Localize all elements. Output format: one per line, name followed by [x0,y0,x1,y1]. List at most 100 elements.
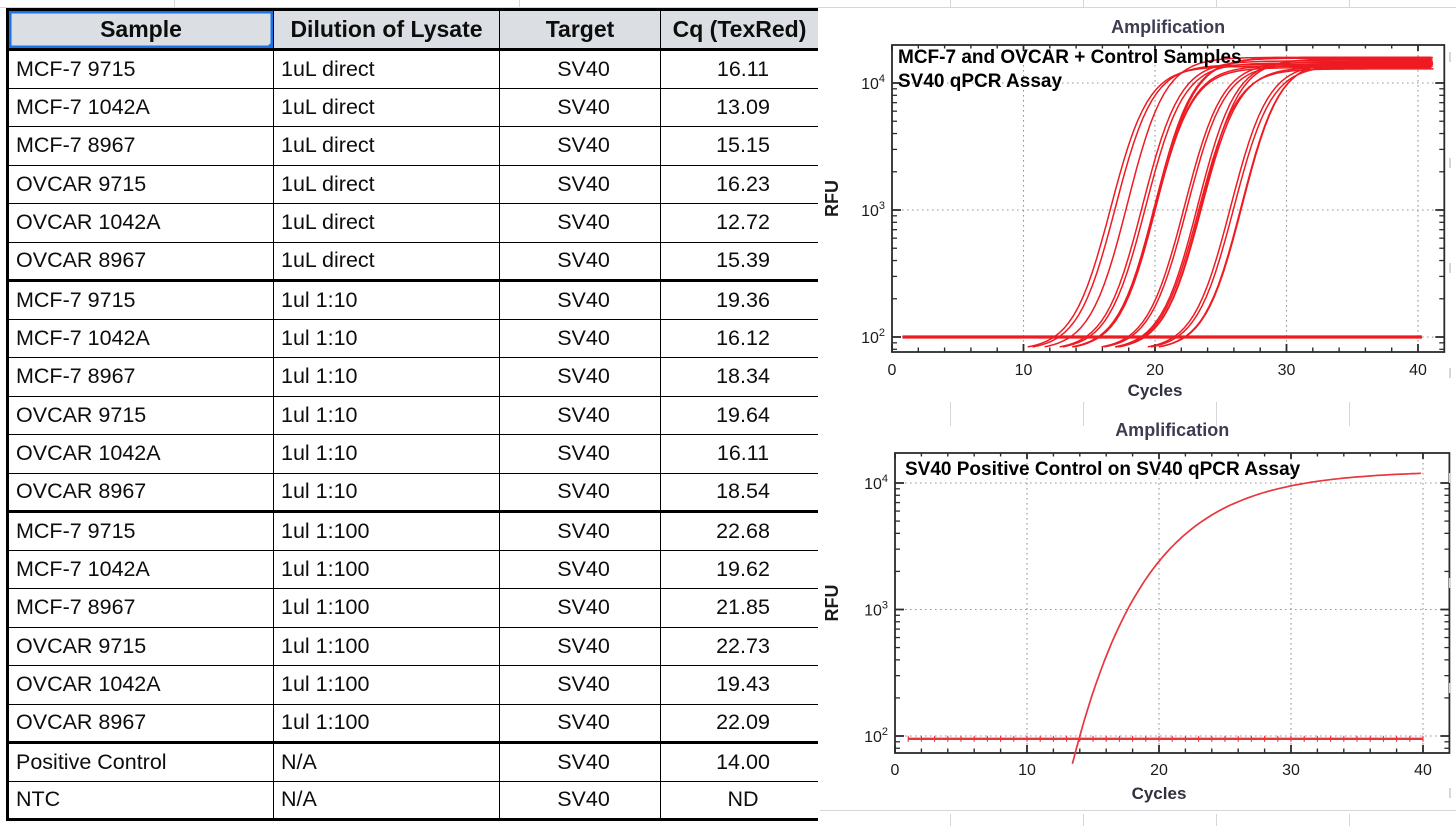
table-cell[interactable]: SV40 [499,703,661,744]
table-row: NTC N/A SV40 ND [7,780,820,820]
table-cell[interactable]: SV40 [499,87,661,127]
amplification-curve [1114,58,1433,348]
table-cell[interactable]: SV40 [499,588,661,628]
table-cell[interactable]: OVCAR 9715 [7,395,274,435]
table-cell[interactable]: SV40 [499,780,661,820]
table-cell[interactable]: 19.64 [660,395,820,435]
table-cell[interactable]: SV40 [499,49,661,89]
table-cell[interactable]: MCF-7 1042A [7,549,274,589]
table-cell[interactable]: 1ul 1:100 [273,703,500,744]
table-cell[interactable]: MCF-7 9715 [7,280,274,320]
amplification-curve [1062,62,1431,348]
table-cell[interactable]: 1ul 1:10 [273,357,500,397]
table-cell[interactable]: 16.11 [660,49,820,89]
column-header-sample[interactable]: Sample [7,9,274,51]
table-cell[interactable]: 22.09 [660,703,820,744]
table-cell[interactable]: 14.00 [660,742,820,782]
table-cell[interactable]: 1uL direct [273,87,500,127]
table-cell[interactable]: 18.34 [660,357,820,397]
selection-fill-handle[interactable] [267,43,273,47]
column-header-target[interactable]: Target [499,9,661,51]
table-cell[interactable]: SV40 [499,280,661,320]
amplification-curve [1115,68,1434,348]
table-cell[interactable]: 22.68 [660,511,820,551]
column-header-cq-texred[interactable]: Cq (TexRed) [660,9,820,51]
table-cell[interactable]: SV40 [499,395,661,435]
x-tick-label: 0 [888,362,897,379]
table-cell[interactable]: 1uL direct [273,49,500,89]
column-header-dilution-of-lysate[interactable]: Dilution of Lysate [273,9,500,51]
chart-annotation: SV40 Positive Control on SV40 qPCR Assay [905,459,1301,480]
table-cell[interactable]: 16.12 [660,318,820,358]
table-row: OVCAR 1042A 1ul 1:10 SV40 16.11 [7,434,820,474]
table-cell[interactable]: 15.39 [660,241,820,282]
table-cell[interactable]: OVCAR 1042A [7,665,274,705]
table-cell[interactable]: 15.15 [660,126,820,166]
table-cell[interactable]: 1uL direct [273,241,500,282]
table-cell[interactable]: N/A [273,742,500,782]
table-cell[interactable]: SV40 [499,126,661,166]
table-cell[interactable]: 1ul 1:10 [273,472,500,513]
table-cell[interactable]: SV40 [499,742,661,782]
table-row: OVCAR 1042A 1ul 1:100 SV40 19.43 [7,665,820,705]
x-tick-label: 10 [1015,362,1033,379]
table-cell[interactable]: 16.23 [660,164,820,204]
table-cell[interactable]: 1ul 1:10 [273,395,500,435]
table-cell[interactable]: MCF-7 8967 [7,588,274,628]
table-cell[interactable]: 1ul 1:100 [273,511,500,551]
table-cell[interactable]: 16.11 [660,434,820,474]
amplification-curve [1118,66,1432,348]
table-cell[interactable]: OVCAR 8967 [7,472,274,513]
table-cell[interactable]: OVCAR 1042A [7,434,274,474]
table-cell[interactable]: ND [660,780,820,820]
table-cell[interactable]: 1ul 1:100 [273,549,500,589]
sheet-gridline [1216,0,1217,8]
table-cell[interactable]: OVCAR 9715 [7,164,274,204]
table-cell[interactable]: SV40 [499,357,661,397]
table-cell[interactable]: SV40 [499,511,661,551]
table-body: MCF-7 9715 1uL direct SV40 16.11 MCF-7 1042A… [7,49,820,820]
table-cell[interactable]: OVCAR 9715 [7,626,274,666]
table-cell[interactable]: SV40 [499,318,661,358]
table-cell[interactable]: SV40 [499,665,661,705]
table-cell[interactable]: 1ul 1:10 [273,280,500,320]
table-cell[interactable]: 1uL direct [273,164,500,204]
table-cell[interactable]: 1uL direct [273,203,500,243]
table-cell[interactable]: SV40 [499,241,661,282]
table-cell[interactable]: MCF-7 8967 [7,126,274,166]
table-cell[interactable]: 1ul 1:100 [273,626,500,666]
table-cell[interactable]: SV40 [499,549,661,589]
table-cell[interactable]: 1uL direct [273,126,500,166]
table-cell[interactable]: 13.09 [660,87,820,127]
table-cell[interactable]: NTC [7,780,274,820]
table-cell[interactable]: MCF-7 9715 [7,511,274,551]
table-cell[interactable]: MCF-7 8967 [7,357,274,397]
table-cell[interactable]: 19.36 [660,280,820,320]
table-cell[interactable]: 12.72 [660,203,820,243]
table-cell[interactable]: 1ul 1:100 [273,588,500,628]
table-cell[interactable]: SV40 [499,203,661,243]
table-cell[interactable]: 1ul 1:100 [273,665,500,705]
table-cell[interactable]: 21.85 [660,588,820,628]
amplification-chart-positive-control: Amplification SV40 Positive Control on SV… [818,408,1456,826]
table-cell[interactable]: 1ul 1:10 [273,434,500,474]
table-cell[interactable]: OVCAR 1042A [7,203,274,243]
table-row: MCF-7 9715 1uL direct SV40 16.11 [7,49,820,89]
table-cell[interactable]: 1ul 1:10 [273,318,500,358]
table-cell[interactable]: SV40 [499,164,661,204]
table-cell[interactable]: SV40 [499,626,661,666]
table-cell[interactable]: 19.43 [660,665,820,705]
table-cell[interactable]: OVCAR 8967 [7,241,274,282]
table-cell[interactable]: MCF-7 1042A [7,318,274,358]
table-cell[interactable]: 19.62 [660,549,820,589]
table-cell[interactable]: 22.73 [660,626,820,666]
table-cell[interactable]: SV40 [499,434,661,474]
table-cell[interactable]: SV40 [499,472,661,513]
sheet-gridline [820,810,1456,811]
table-cell[interactable]: Positive Control [7,742,274,782]
table-cell[interactable]: MCF-7 1042A [7,87,274,127]
table-cell[interactable]: N/A [273,780,500,820]
table-cell[interactable]: MCF-7 9715 [7,49,274,89]
table-cell[interactable]: 18.54 [660,472,820,513]
table-cell[interactable]: OVCAR 8967 [7,703,274,744]
